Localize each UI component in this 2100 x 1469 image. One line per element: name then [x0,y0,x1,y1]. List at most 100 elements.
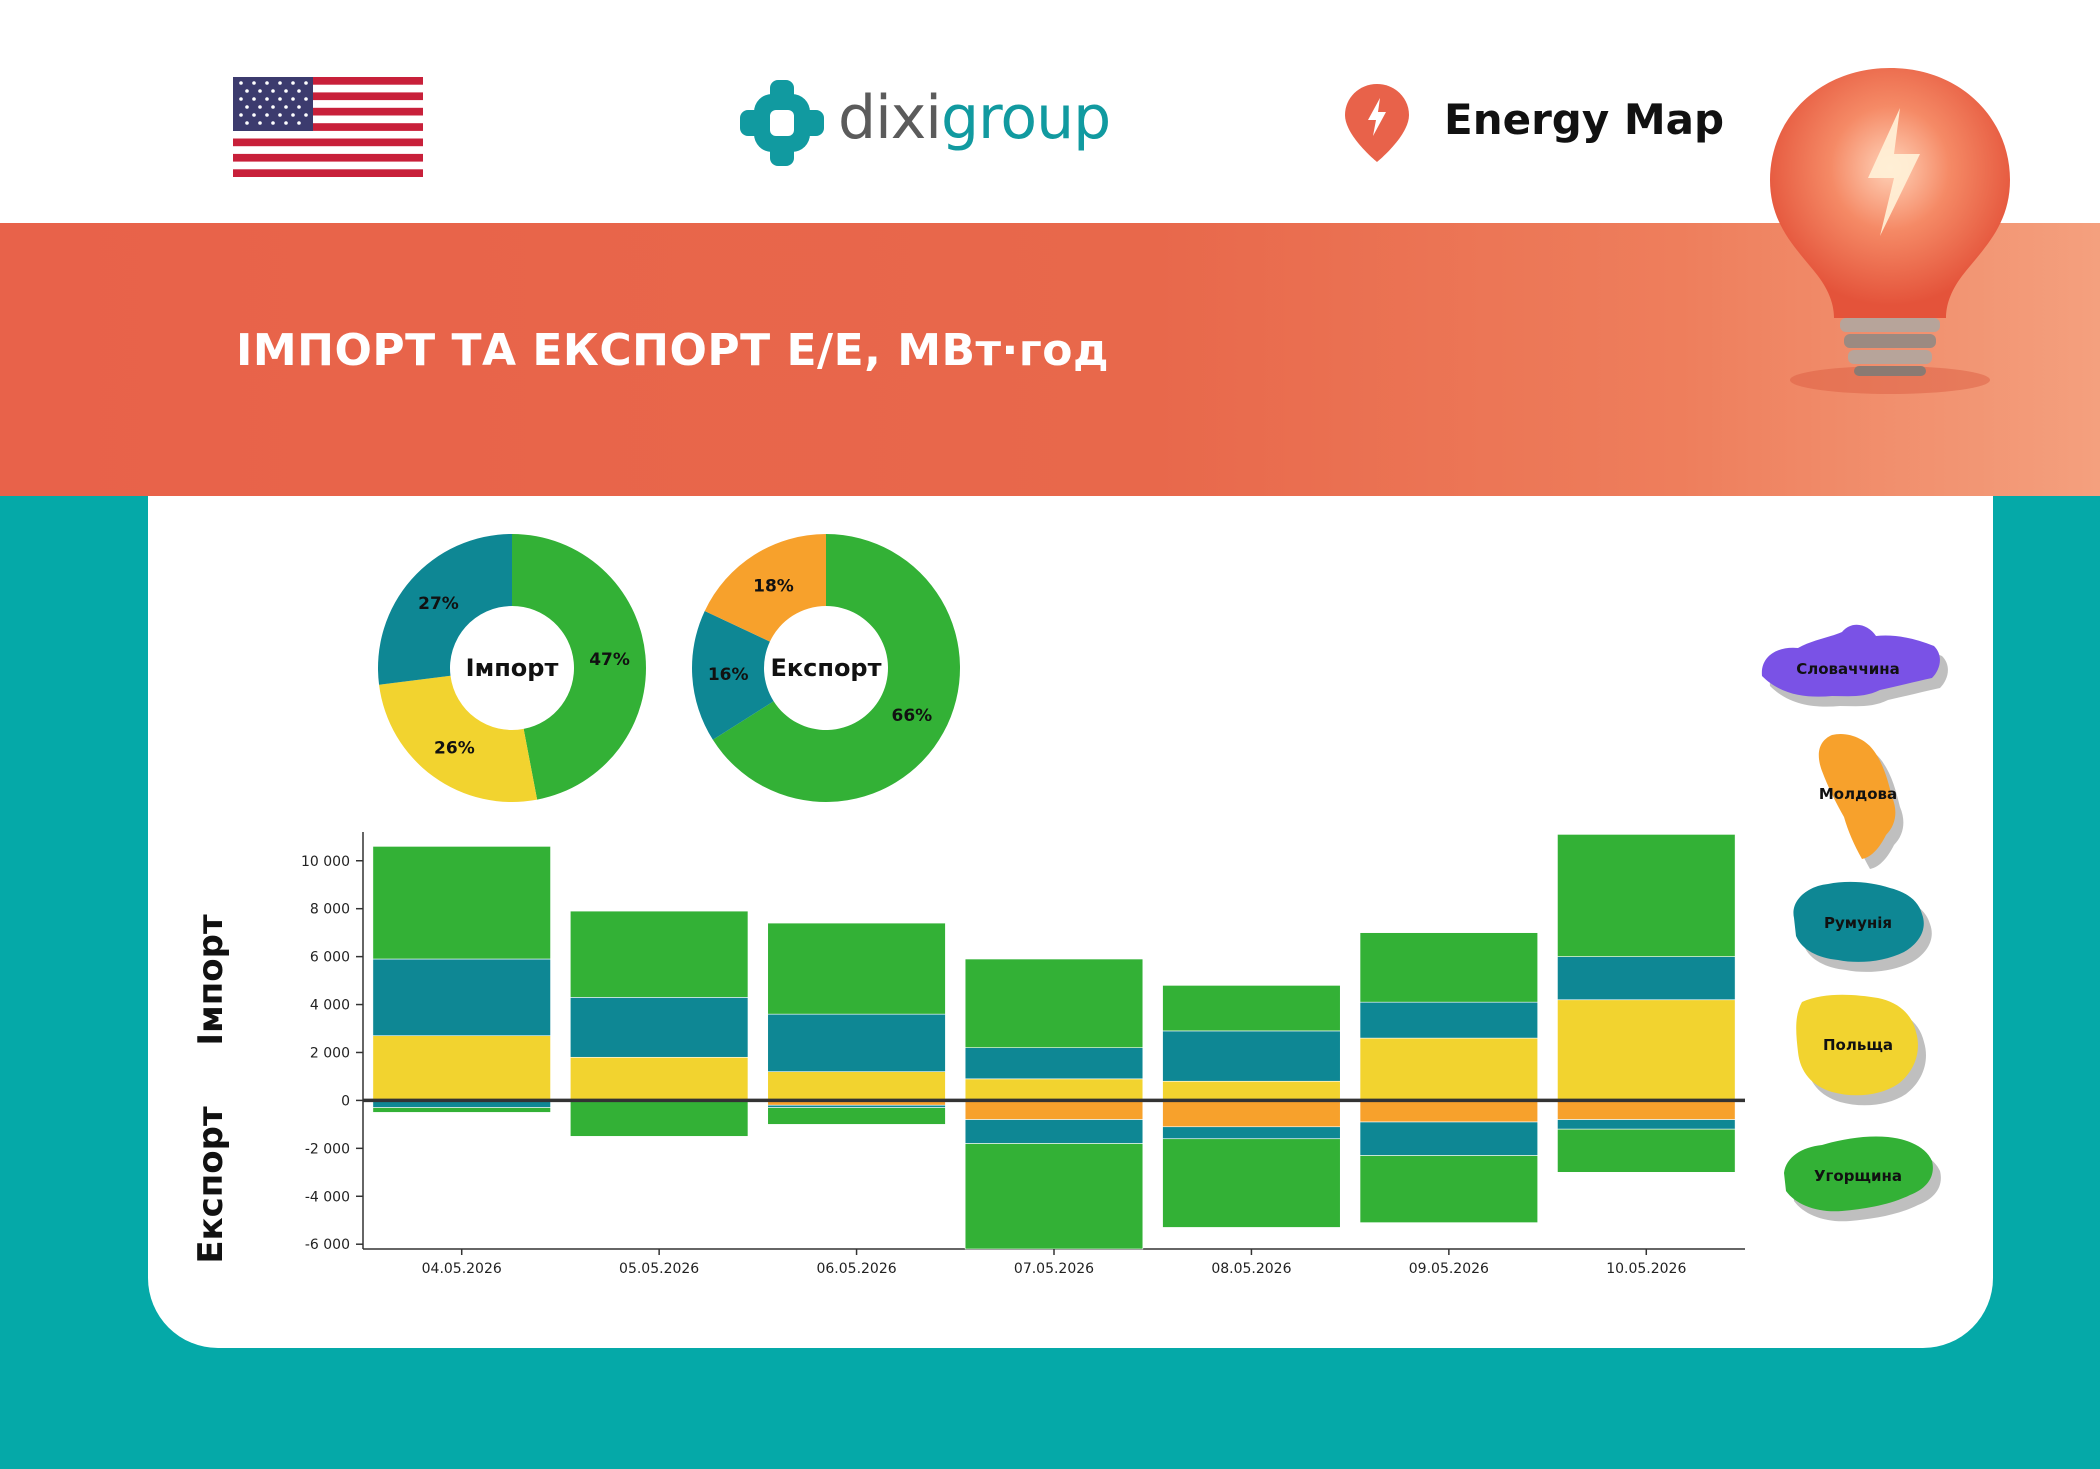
bar-export-угорщина [1557,1128,1736,1173]
legend-item-польща: Польща [1796,994,1926,1106]
y-tick-label: 8 000 [310,902,350,918]
x-tick-label: 04.05.2026 [422,1261,502,1277]
bar-import-угорщина [372,846,551,960]
donut-slice-label: 47% [589,650,630,670]
energy-map-title: Energy Map [1444,95,1725,144]
bar-import-польща [964,1078,1144,1101]
x-tick-label: 06.05.2026 [816,1261,896,1277]
bar-export-угорщина [1359,1155,1538,1223]
legend-item-угорщина: Угорщина [1784,1136,1941,1222]
donut-slice-label: 66% [892,706,933,726]
bar-export-угорщина [1162,1138,1341,1228]
legend-item-молдова: Молдова [1818,733,1904,869]
y-tick-label: -4 000 [305,1189,350,1205]
y-tick-label: -2 000 [305,1141,350,1157]
bar-export-румунія [1162,1126,1341,1140]
y-tick-label: 2 000 [310,1045,350,1061]
page-title: ІМПОРТ ТА ЕКСПОРТ Е/Е, МВт·год [236,325,1109,376]
bar-export-молдова [1162,1100,1341,1128]
legend-item-румунія: Румунія [1793,881,1932,972]
bar-import-румунія [767,1013,946,1072]
bar-export-румунія [1359,1121,1538,1156]
donut-slice-label: 16% [708,665,749,685]
bar-import-румунія [372,958,551,1037]
donut-slice-угорщина [712,534,960,802]
bar-import-польща [1162,1080,1341,1101]
dixi-part: dixi [838,83,942,153]
bar-import-угорщина [569,910,749,998]
x-tick-label: 05.05.2026 [619,1261,699,1277]
bar-export-румунія [767,1104,946,1108]
legend-label: Польща [1823,1036,1893,1054]
legend-label: Словаччина [1796,660,1900,678]
import-axis-label: Імпорт [191,914,231,1046]
x-tick-label: 10.05.2026 [1606,1261,1686,1277]
y-tick-label: 0 [341,1093,350,1109]
energy-map-pin-icon [1345,84,1409,162]
donut-slice-label: 18% [753,576,794,596]
dixigroup-logo-icon [740,80,824,166]
y-tick-label: 10 000 [301,854,350,870]
light-bulb-icon [1770,68,2010,394]
country-map-icon [1796,994,1918,1096]
group-part: group [940,83,1111,153]
donut-center-label: Імпорт [466,654,559,682]
bar-import-польща [569,1056,749,1101]
bar-import-угорщина [1162,985,1341,1032]
country-map-icon [1784,1136,1933,1212]
legend-label: Румунія [1824,914,1892,932]
bar-import-угорщина [767,922,946,1015]
export-donut-chart: 66% 16% 18% Експорт [692,534,960,802]
legend-label: Угорщина [1814,1167,1902,1185]
bar-import-польща [767,1071,946,1101]
bar-import-румунія [569,997,749,1058]
donut-slice-label: 26% [434,738,475,758]
bar-export-румунія [964,1119,1144,1144]
donut-slice-румунія [692,610,774,740]
dixigroup-wordmark: dixigroup [838,83,1111,153]
bar-export-молдова [1557,1100,1736,1120]
legend-item-словаччина: Словаччина [1761,624,1948,707]
donut-slice-румунія [378,534,512,685]
donut-slice-польща [379,675,538,802]
y-tick-label: 6 000 [310,950,350,966]
bar-export-угорщина [767,1107,946,1125]
side-labels: Імпорт Експорт [191,914,231,1264]
bar-export-угорщина [372,1107,551,1113]
bar-import-румунія [1162,1030,1341,1082]
country-map-icon [1793,881,1924,962]
bar-import-румунія [1557,956,1736,1001]
country-legend: Словаччина Молдова Румунія Польща Угорщина [1761,624,1948,1222]
donut-slice-label: 27% [418,594,459,614]
bar-import-угорщина [964,958,1144,1048]
bar-import-румунія [964,1047,1144,1080]
us-flag-icon[interactable] [233,77,423,177]
stacked-bar-chart: 10 000 8 000 6 000 4 000 2 000 0 -2 000 -4 000 -… [301,832,1745,1277]
legend-label: Молдова [1819,785,1897,803]
bar-import-польща [1359,1037,1538,1101]
bar-export-молдова [1359,1100,1538,1123]
bar-import-румунія [1359,1001,1538,1039]
donut-center-label: Експорт [770,654,881,682]
bar-import-польща [1557,999,1736,1101]
export-axis-label: Експорт [191,1106,231,1264]
donut-slice-молдова [704,534,826,642]
x-tick-label: 07.05.2026 [1014,1261,1094,1277]
bar-export-румунія [1557,1119,1736,1130]
y-tick-label: -6 000 [305,1237,350,1253]
y-tick-label: 4 000 [310,998,350,1014]
bar-import-польща [372,1035,551,1101]
x-tick-label: 08.05.2026 [1211,1261,1291,1277]
donut-slice-угорщина [512,534,646,800]
import-donut-chart: 47% 26% 27% Імпорт [378,534,646,802]
title-banner [0,223,2100,496]
x-tick-label: 09.05.2026 [1409,1261,1489,1277]
bar-export-молдова [964,1100,1144,1120]
bar-import-угорщина [1557,834,1736,957]
country-map-icon [1818,733,1896,859]
country-map-icon [1761,624,1940,697]
bar-export-угорщина [964,1143,1144,1250]
bar-export-угорщина [569,1100,749,1137]
bar-import-угорщина [1359,932,1538,1003]
